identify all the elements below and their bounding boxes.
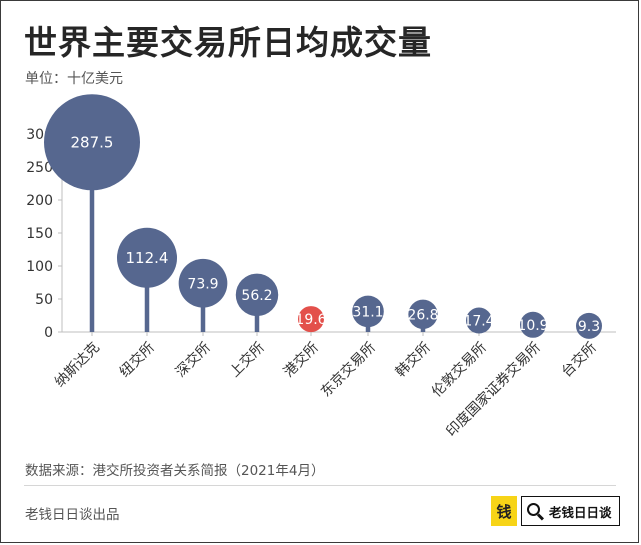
data-label: 56.2 xyxy=(241,288,272,304)
data-label: 112.4 xyxy=(126,249,169,267)
chart-title: 世界主要交易所日均成交量 xyxy=(24,23,432,62)
y-tick-label: 100 xyxy=(26,259,53,275)
data-bubble xyxy=(520,311,546,338)
logo-search-box: 老钱日日谈 xyxy=(521,496,620,526)
x-tick-label: 纽交所 xyxy=(116,339,158,381)
x-tick-label: 港交所 xyxy=(280,339,322,381)
search-icon xyxy=(527,503,543,519)
data-bubble xyxy=(408,299,438,329)
data-bubble xyxy=(116,227,178,288)
x-tick-label: 台交所 xyxy=(558,339,600,381)
data-bubble xyxy=(352,295,384,328)
data-bubble xyxy=(298,306,324,333)
x-tick-label: 上交所 xyxy=(226,339,268,381)
y-tick-label: 50 xyxy=(35,292,53,308)
data-label: 17.4 xyxy=(463,314,494,330)
x-tick-label: 东京交易所 xyxy=(317,339,379,401)
data-bubble xyxy=(466,307,492,334)
x-tick-label: 深交所 xyxy=(172,339,214,381)
data-bubble xyxy=(235,273,279,317)
y-tick-label: 0 xyxy=(44,325,53,341)
data-label: 26.8 xyxy=(407,307,438,323)
x-tick-label: 纳斯达克 xyxy=(52,340,103,391)
x-tick-label: 韩交所 xyxy=(392,339,434,381)
data-label: 19.6 xyxy=(295,312,326,328)
data-bubble xyxy=(178,258,228,308)
data-bubble xyxy=(44,94,140,191)
logo-mark: 钱 xyxy=(491,496,517,526)
unit-label: 单位：十亿美元 xyxy=(25,71,123,87)
data-label: 287.5 xyxy=(71,134,114,152)
footer-brand: 老钱日日谈出品 xyxy=(25,507,120,523)
data-label: 9.3 xyxy=(578,319,600,335)
bubbles: 287.5 112.4 73.9 56.2 19.6 31.1 26.8 17.4 10.9 9.… xyxy=(44,94,602,339)
logo-text: 老钱日日谈 xyxy=(549,504,612,520)
data-label: 73.9 xyxy=(187,276,218,292)
data-label: 31.1 xyxy=(352,305,383,321)
footer-divider xyxy=(24,485,616,486)
data-source: 数据来源：港交所投资者关系简报（2021年4月） xyxy=(25,463,325,479)
data-bubble xyxy=(576,312,602,339)
y-tick-label: 150 xyxy=(26,226,53,242)
data-label: 10.9 xyxy=(517,318,548,334)
y-tick-label: 200 xyxy=(26,193,53,209)
brand-logo: 钱 老钱日日谈 xyxy=(491,496,620,526)
y-tick-label: 250 xyxy=(26,160,53,176)
x-tick-label: 印度国家证券交易所 xyxy=(443,339,544,440)
